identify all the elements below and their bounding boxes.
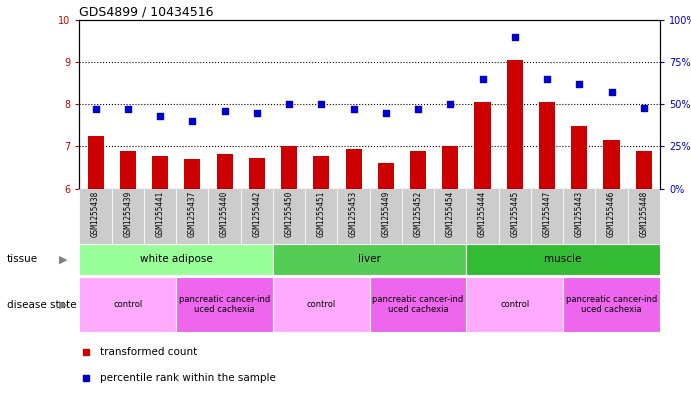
Bar bbox=[249, 158, 265, 189]
Bar bbox=[466, 277, 563, 332]
Bar bbox=[346, 149, 361, 189]
Text: GSM1255454: GSM1255454 bbox=[446, 190, 455, 237]
Text: control: control bbox=[307, 300, 336, 309]
Point bbox=[348, 106, 359, 112]
Point bbox=[122, 106, 133, 112]
Point bbox=[90, 106, 101, 112]
Point bbox=[316, 101, 327, 107]
Text: GSM1255445: GSM1255445 bbox=[510, 190, 520, 237]
Bar bbox=[539, 102, 555, 189]
Bar bbox=[531, 189, 563, 244]
Bar bbox=[402, 189, 434, 244]
Bar bbox=[370, 189, 402, 244]
Bar bbox=[603, 140, 620, 189]
Text: percentile rank within the sample: percentile rank within the sample bbox=[100, 373, 276, 383]
Bar bbox=[184, 159, 200, 189]
Text: GSM1255451: GSM1255451 bbox=[316, 190, 326, 237]
Text: GDS4899 / 10434516: GDS4899 / 10434516 bbox=[79, 6, 214, 18]
Bar bbox=[499, 189, 531, 244]
Text: GSM1255439: GSM1255439 bbox=[123, 190, 133, 237]
Point bbox=[380, 109, 391, 116]
Bar bbox=[563, 277, 660, 332]
Text: liver: liver bbox=[358, 254, 381, 264]
Bar bbox=[596, 189, 627, 244]
Point bbox=[638, 105, 650, 111]
Point bbox=[283, 101, 294, 107]
Bar bbox=[112, 189, 144, 244]
Text: GSM1255450: GSM1255450 bbox=[285, 190, 294, 237]
Bar bbox=[305, 189, 337, 244]
Text: control: control bbox=[113, 300, 142, 309]
Text: GSM1255452: GSM1255452 bbox=[413, 190, 423, 237]
Bar bbox=[410, 151, 426, 189]
Text: GSM1255449: GSM1255449 bbox=[381, 190, 390, 237]
Bar bbox=[466, 244, 660, 275]
Text: white adipose: white adipose bbox=[140, 254, 213, 264]
Bar bbox=[337, 189, 370, 244]
Text: GSM1255447: GSM1255447 bbox=[542, 190, 551, 237]
Text: transformed count: transformed count bbox=[100, 347, 198, 357]
Bar bbox=[442, 146, 458, 189]
Bar bbox=[571, 126, 587, 189]
Bar bbox=[378, 163, 394, 189]
Point bbox=[413, 106, 424, 112]
Point bbox=[187, 118, 198, 124]
Bar bbox=[466, 189, 499, 244]
Text: ▶: ▶ bbox=[59, 254, 67, 264]
Text: GSM1255440: GSM1255440 bbox=[220, 190, 229, 237]
Point bbox=[219, 108, 230, 114]
Text: GSM1255448: GSM1255448 bbox=[639, 190, 648, 237]
Bar bbox=[273, 277, 370, 332]
Bar bbox=[281, 146, 297, 189]
Text: pancreatic cancer-ind
uced cachexia: pancreatic cancer-ind uced cachexia bbox=[372, 295, 464, 314]
Text: pancreatic cancer-ind
uced cachexia: pancreatic cancer-ind uced cachexia bbox=[566, 295, 657, 314]
Bar bbox=[475, 102, 491, 189]
Bar bbox=[216, 154, 233, 189]
Bar bbox=[79, 277, 176, 332]
Text: GSM1255437: GSM1255437 bbox=[188, 190, 197, 237]
Text: GSM1255441: GSM1255441 bbox=[155, 190, 164, 237]
Bar bbox=[627, 189, 660, 244]
Bar bbox=[370, 277, 466, 332]
Text: tissue: tissue bbox=[7, 254, 38, 264]
Bar bbox=[79, 244, 273, 275]
Point bbox=[252, 109, 263, 116]
Bar bbox=[507, 60, 523, 189]
Bar bbox=[563, 189, 596, 244]
Text: GSM1255438: GSM1255438 bbox=[91, 190, 100, 237]
Bar bbox=[273, 189, 305, 244]
Bar bbox=[79, 189, 112, 244]
Text: GSM1255444: GSM1255444 bbox=[478, 190, 487, 237]
Bar bbox=[144, 189, 176, 244]
Point bbox=[574, 81, 585, 87]
Text: GSM1255443: GSM1255443 bbox=[575, 190, 584, 237]
Bar bbox=[273, 244, 466, 275]
Bar bbox=[88, 136, 104, 189]
Point bbox=[155, 113, 166, 119]
Point bbox=[542, 75, 553, 82]
Point bbox=[477, 75, 488, 82]
Text: pancreatic cancer-ind
uced cachexia: pancreatic cancer-ind uced cachexia bbox=[179, 295, 270, 314]
Bar bbox=[176, 277, 273, 332]
Text: muscle: muscle bbox=[545, 254, 582, 264]
Text: GSM1255446: GSM1255446 bbox=[607, 190, 616, 237]
Text: ▶: ▶ bbox=[59, 299, 67, 310]
Text: control: control bbox=[500, 300, 529, 309]
Bar bbox=[434, 189, 466, 244]
Point bbox=[445, 101, 456, 107]
Bar bbox=[176, 189, 209, 244]
Bar bbox=[209, 189, 240, 244]
Bar bbox=[313, 156, 330, 189]
Bar bbox=[120, 151, 136, 189]
Bar bbox=[152, 156, 168, 189]
Text: GSM1255453: GSM1255453 bbox=[349, 190, 358, 237]
Bar bbox=[240, 189, 273, 244]
Text: GSM1255442: GSM1255442 bbox=[252, 190, 261, 237]
Bar bbox=[636, 151, 652, 189]
Point bbox=[606, 89, 617, 95]
Text: disease state: disease state bbox=[7, 299, 77, 310]
Point bbox=[509, 33, 520, 40]
